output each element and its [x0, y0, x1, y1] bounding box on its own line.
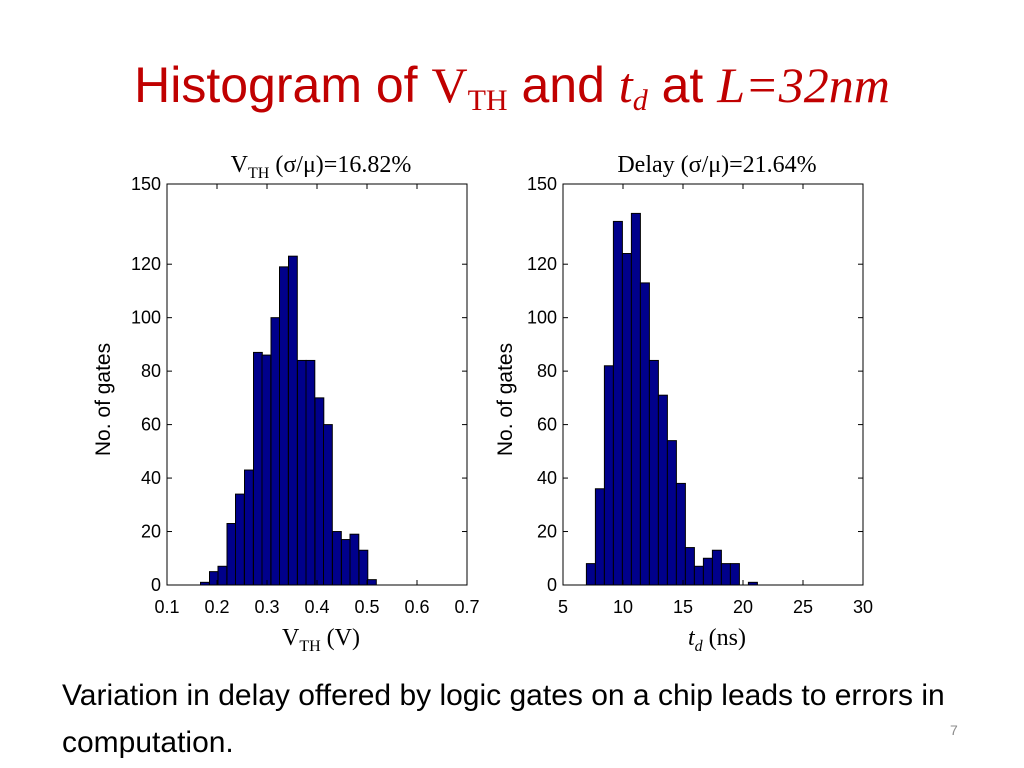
chart2-y-tick-label: 0: [547, 575, 557, 595]
chart1-x-axis-label: VTH (V): [282, 625, 360, 655]
slide-title: Histogram of VTH and td at L=32nm: [0, 50, 1024, 136]
title-t-sub: d: [632, 84, 648, 117]
title-t: t: [618, 57, 633, 113]
chart1-bar: [253, 351, 263, 586]
chart1-y-tick-label: 120: [131, 254, 161, 274]
title-l-expr: L=32nm: [717, 57, 890, 113]
chart1-x-tick-label: 0.3: [254, 597, 279, 617]
chart2-bar: [603, 365, 614, 586]
chart1-y-tick-label: 60: [141, 415, 161, 435]
chart1-bar: [270, 317, 281, 586]
chart1-bar: [235, 493, 245, 586]
chart1-bar: [367, 579, 377, 586]
chart2-bar: [585, 563, 596, 586]
chart1-bar: [288, 255, 298, 586]
chart1-bar: [332, 531, 342, 586]
chart1-bar: [305, 359, 316, 586]
chart2-bar: [657, 394, 668, 586]
chart1-x-tick-label: 0.1: [154, 597, 179, 617]
chart1-y-tick-label: 150: [131, 174, 161, 194]
chart1-bar: [323, 424, 333, 586]
title-v: V: [431, 57, 468, 113]
chart2-bar: [675, 482, 686, 586]
chart1-bar: [314, 397, 325, 586]
chart2-bar: [621, 253, 632, 586]
chart2-bar: [612, 220, 623, 586]
chart2-bar: [729, 563, 740, 586]
chart1-y-tick-label: 80: [141, 361, 161, 381]
chart1-bar: [200, 581, 210, 586]
chart2-y-tick-label: 120: [527, 254, 557, 274]
chart2-y-tick-label: 80: [537, 361, 557, 381]
chart2-x-tick-label: 20: [733, 597, 753, 617]
chart2-bar: [630, 212, 641, 586]
chart1-bar: [358, 549, 369, 586]
chart1-x-tick-label: 0.6: [404, 597, 429, 617]
chart1-y-tick-label: 20: [141, 522, 161, 542]
chart2-y-axis-label: No. of gates: [494, 343, 517, 456]
chart1-y-axis-label: No. of gates: [92, 343, 115, 456]
chart2-bar: [720, 563, 731, 586]
chart2-bar: [702, 557, 713, 586]
slide-number: 7: [950, 722, 958, 738]
chart1-bar: [261, 354, 272, 586]
chart1-y-tick-label: 100: [131, 308, 161, 328]
chart1-x-tick-label: 0.2: [204, 597, 229, 617]
title-text-3: at: [647, 57, 718, 113]
chart1-bar: [217, 565, 228, 586]
chart2-x-tick-label: 10: [613, 597, 633, 617]
chart1-bar: [297, 359, 307, 586]
chart2-x-tick-label: 5: [558, 597, 568, 617]
chart1-x-tick-label: 0.7: [454, 597, 479, 617]
chart1-bar: [244, 469, 254, 586]
chart2-bar: [648, 359, 659, 586]
chart2-bar: [666, 440, 677, 586]
chart1-y-tick-label: 40: [141, 468, 161, 488]
title-text-1: Histogram of: [134, 57, 432, 113]
chart2-y-tick-label: 100: [527, 308, 557, 328]
chart2-y-tick-label: 40: [537, 468, 557, 488]
chart2-bar: [693, 565, 704, 586]
chart2-y-tick-label: 60: [537, 415, 557, 435]
chart1-bar: [279, 266, 289, 586]
chart2-x-axis-label: td (ns): [688, 625, 746, 655]
title-text-2: and: [507, 57, 619, 113]
chart2-x-tick-label: 25: [793, 597, 813, 617]
chart2-bar: [747, 581, 758, 586]
chart2-bar: [639, 282, 650, 586]
chart1-x-tick-label: 0.5: [354, 597, 379, 617]
chart1-title: VTH (σ/μ)=16.82%: [231, 152, 412, 182]
chart1-bar: [349, 533, 360, 586]
chart2-title: Delay (σ/μ)=21.64%: [617, 152, 816, 178]
chart1-bar: [341, 539, 351, 586]
chart2-bar: [684, 547, 695, 586]
chart2-bar: [594, 488, 605, 586]
chart2-bar: [711, 549, 722, 586]
chart1-bar: [226, 523, 237, 586]
slide-caption: Variation in delay offered by logic gate…: [62, 679, 945, 759]
title-v-sub: TH: [467, 84, 508, 117]
chart1-x-tick-label: 0.4: [304, 597, 329, 617]
chart2-y-tick-label: 20: [537, 522, 557, 542]
chart2-x-tick-label: 30: [853, 597, 873, 617]
chart1-y-tick-label: 0: [151, 575, 161, 595]
chart2-x-tick-label: 15: [673, 597, 693, 617]
chart2-y-tick-label: 150: [527, 174, 557, 194]
